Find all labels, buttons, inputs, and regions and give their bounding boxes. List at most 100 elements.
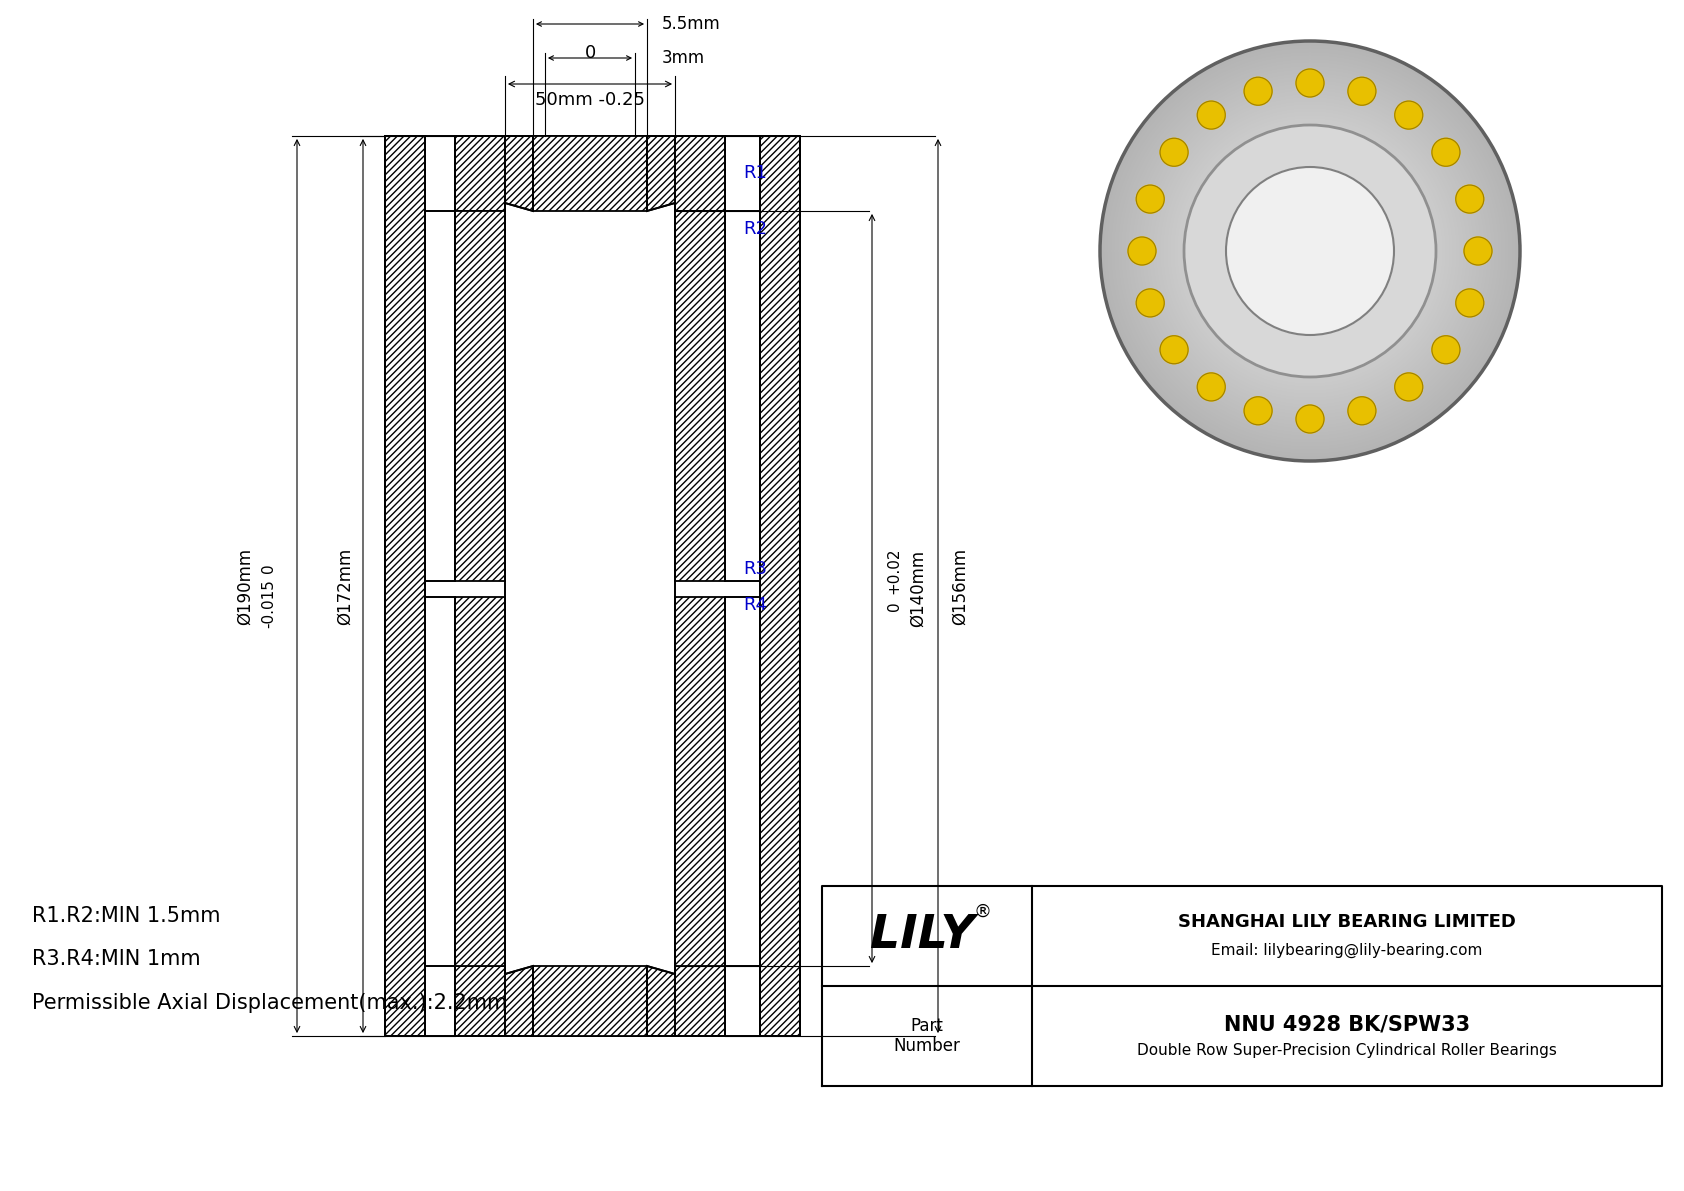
Circle shape bbox=[1191, 131, 1430, 372]
Circle shape bbox=[1250, 191, 1371, 311]
Circle shape bbox=[1307, 248, 1314, 254]
Text: Ø156mm: Ø156mm bbox=[951, 548, 968, 624]
Polygon shape bbox=[534, 966, 647, 1036]
Circle shape bbox=[1212, 154, 1408, 348]
Circle shape bbox=[1295, 236, 1325, 266]
Text: Email: lilybearing@lily-bearing.com: Email: lilybearing@lily-bearing.com bbox=[1211, 942, 1482, 958]
Circle shape bbox=[1275, 216, 1346, 287]
Circle shape bbox=[1246, 188, 1372, 314]
Text: 0: 0 bbox=[261, 563, 276, 573]
Circle shape bbox=[1308, 250, 1312, 252]
Text: +0.02: +0.02 bbox=[886, 547, 901, 594]
Circle shape bbox=[1431, 336, 1460, 363]
Text: Part
Number: Part Number bbox=[894, 1017, 960, 1055]
Circle shape bbox=[1280, 220, 1340, 282]
Circle shape bbox=[1137, 77, 1484, 424]
Circle shape bbox=[1431, 138, 1460, 167]
Circle shape bbox=[1135, 76, 1485, 426]
Circle shape bbox=[1162, 102, 1458, 399]
Circle shape bbox=[1133, 75, 1485, 428]
Circle shape bbox=[1159, 99, 1462, 403]
Polygon shape bbox=[675, 211, 726, 580]
Circle shape bbox=[1197, 138, 1423, 364]
Circle shape bbox=[1223, 163, 1398, 339]
Circle shape bbox=[1209, 150, 1411, 353]
Circle shape bbox=[1111, 54, 1507, 449]
Circle shape bbox=[1122, 62, 1499, 439]
Text: R4: R4 bbox=[743, 596, 766, 613]
Circle shape bbox=[1143, 85, 1477, 418]
Circle shape bbox=[1297, 405, 1324, 434]
Text: LILY: LILY bbox=[869, 913, 975, 959]
Circle shape bbox=[1142, 82, 1479, 420]
Circle shape bbox=[1120, 61, 1500, 441]
Circle shape bbox=[1138, 79, 1482, 423]
Circle shape bbox=[1248, 189, 1372, 313]
Circle shape bbox=[1123, 64, 1497, 438]
Circle shape bbox=[1288, 230, 1330, 272]
Circle shape bbox=[1297, 237, 1324, 266]
Circle shape bbox=[1175, 117, 1443, 385]
Circle shape bbox=[1265, 206, 1356, 297]
Circle shape bbox=[1256, 197, 1364, 305]
Circle shape bbox=[1278, 219, 1342, 283]
Circle shape bbox=[1261, 202, 1359, 300]
Circle shape bbox=[1182, 123, 1438, 379]
Polygon shape bbox=[647, 966, 726, 1036]
Circle shape bbox=[1216, 157, 1404, 345]
Circle shape bbox=[1253, 194, 1367, 308]
Circle shape bbox=[1244, 185, 1376, 317]
Circle shape bbox=[1182, 124, 1436, 378]
Polygon shape bbox=[386, 136, 424, 1036]
Circle shape bbox=[1100, 40, 1521, 461]
Circle shape bbox=[1394, 101, 1423, 129]
Circle shape bbox=[1234, 175, 1386, 328]
Circle shape bbox=[1260, 201, 1361, 301]
Text: R2: R2 bbox=[743, 220, 766, 238]
Circle shape bbox=[1180, 121, 1440, 381]
Circle shape bbox=[1160, 101, 1460, 401]
Circle shape bbox=[1244, 186, 1376, 316]
Text: Ø140mm: Ø140mm bbox=[909, 550, 926, 628]
Circle shape bbox=[1224, 166, 1396, 337]
Circle shape bbox=[1148, 91, 1472, 412]
Circle shape bbox=[1174, 114, 1447, 388]
Circle shape bbox=[1128, 69, 1492, 434]
Circle shape bbox=[1191, 132, 1430, 370]
Circle shape bbox=[1293, 235, 1325, 267]
Circle shape bbox=[1170, 111, 1450, 391]
Circle shape bbox=[1212, 152, 1408, 349]
Circle shape bbox=[1165, 107, 1453, 395]
Circle shape bbox=[1202, 144, 1416, 358]
Circle shape bbox=[1143, 85, 1475, 417]
Circle shape bbox=[1244, 397, 1271, 425]
Circle shape bbox=[1187, 129, 1431, 373]
Circle shape bbox=[1214, 156, 1404, 347]
Circle shape bbox=[1127, 67, 1494, 435]
Circle shape bbox=[1132, 73, 1489, 429]
Circle shape bbox=[1300, 241, 1320, 261]
Circle shape bbox=[1187, 127, 1433, 374]
Circle shape bbox=[1271, 212, 1349, 289]
Circle shape bbox=[1201, 141, 1420, 361]
Circle shape bbox=[1266, 208, 1352, 294]
Text: 0: 0 bbox=[584, 44, 596, 62]
Circle shape bbox=[1101, 42, 1519, 460]
Text: 5.5mm: 5.5mm bbox=[662, 15, 721, 33]
Circle shape bbox=[1204, 145, 1416, 357]
Circle shape bbox=[1194, 135, 1426, 367]
Circle shape bbox=[1128, 70, 1490, 432]
Circle shape bbox=[1197, 373, 1226, 401]
Circle shape bbox=[1160, 138, 1189, 167]
Circle shape bbox=[1302, 243, 1319, 258]
Circle shape bbox=[1246, 187, 1374, 314]
Circle shape bbox=[1302, 242, 1319, 260]
Circle shape bbox=[1127, 68, 1494, 434]
Circle shape bbox=[1186, 126, 1435, 376]
Circle shape bbox=[1170, 112, 1448, 389]
Circle shape bbox=[1276, 218, 1344, 283]
Circle shape bbox=[1157, 98, 1463, 404]
Circle shape bbox=[1179, 120, 1442, 382]
Circle shape bbox=[1226, 167, 1394, 335]
Circle shape bbox=[1184, 125, 1436, 378]
